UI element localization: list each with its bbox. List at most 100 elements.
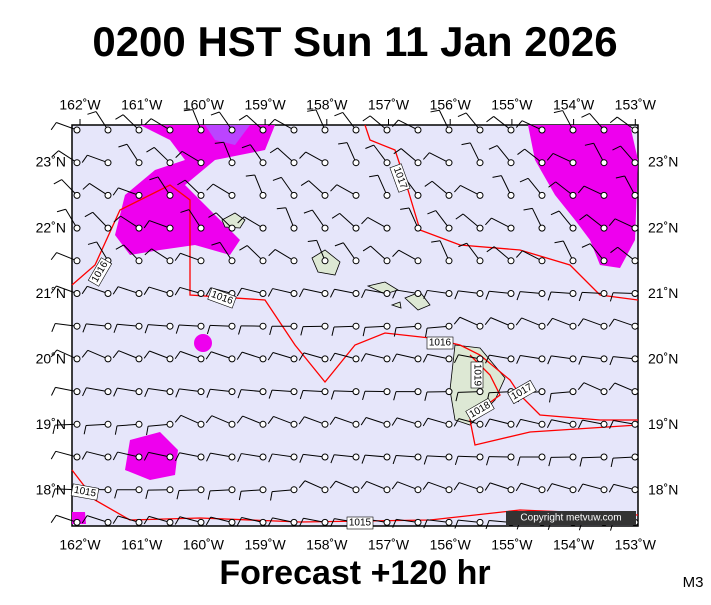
station xyxy=(601,192,607,198)
lat-label-left: 18˚N xyxy=(36,482,66,498)
station xyxy=(198,519,204,525)
station xyxy=(477,454,483,460)
station xyxy=(415,421,421,427)
station xyxy=(446,323,452,329)
station xyxy=(632,192,638,198)
isobar-label-text: 1016 xyxy=(429,338,452,349)
station xyxy=(167,454,173,460)
lon-label-bottom: 158˚W xyxy=(306,537,348,553)
station xyxy=(353,323,359,329)
station xyxy=(198,323,204,329)
lat-label-right: 18˚N xyxy=(648,482,678,498)
lon-label-top: 155˚W xyxy=(491,97,533,113)
station xyxy=(198,258,204,264)
lat-label-left: 19˚N xyxy=(36,416,66,432)
station xyxy=(136,389,142,395)
station xyxy=(353,454,359,460)
station xyxy=(353,291,359,297)
station xyxy=(198,225,204,231)
station xyxy=(477,389,483,395)
station xyxy=(446,127,452,133)
lon-label-bottom: 162˚W xyxy=(59,537,101,553)
station xyxy=(539,258,545,264)
station xyxy=(446,519,452,525)
station xyxy=(198,160,204,166)
station xyxy=(415,519,421,525)
barb-flag xyxy=(115,115,123,120)
station xyxy=(477,323,483,329)
station xyxy=(105,389,111,395)
station xyxy=(198,421,204,427)
lon-label-top: 160˚W xyxy=(183,97,225,113)
lat-label-right: 22˚N xyxy=(648,219,678,235)
station xyxy=(570,291,576,297)
station xyxy=(570,127,576,133)
station xyxy=(136,519,142,525)
lat-label-right: 20˚N xyxy=(648,351,678,367)
station xyxy=(632,421,638,427)
station xyxy=(229,487,235,493)
station xyxy=(446,192,452,198)
station xyxy=(570,389,576,395)
station xyxy=(477,356,483,362)
station xyxy=(74,160,80,166)
station xyxy=(167,291,173,297)
station xyxy=(601,454,607,460)
station xyxy=(601,356,607,362)
station xyxy=(322,192,328,198)
isobar-label: 1015 xyxy=(347,517,373,529)
lon-label-bottom: 154˚W xyxy=(553,537,595,553)
copyright: Copyright metvuw.com xyxy=(520,513,621,524)
station xyxy=(291,421,297,427)
station xyxy=(167,323,173,329)
station xyxy=(601,291,607,297)
station xyxy=(260,421,266,427)
station xyxy=(136,160,142,166)
station xyxy=(198,127,204,133)
station xyxy=(105,454,111,460)
station xyxy=(539,356,545,362)
station xyxy=(322,225,328,231)
barb-flag xyxy=(52,324,55,332)
station xyxy=(74,356,80,362)
station xyxy=(384,356,390,362)
barb-flag xyxy=(51,515,56,522)
forecast-label: Forecast +120 hr xyxy=(219,554,490,592)
station xyxy=(632,323,638,329)
station xyxy=(415,291,421,297)
barb-flag xyxy=(51,451,56,459)
station xyxy=(291,487,297,493)
station xyxy=(260,323,266,329)
barb-flag xyxy=(51,253,56,260)
station xyxy=(260,291,266,297)
lon-label-bottom: 156˚W xyxy=(430,537,472,553)
station xyxy=(74,421,80,427)
model-label: M3 xyxy=(683,574,704,591)
station xyxy=(198,291,204,297)
station xyxy=(601,421,607,427)
barb-flag xyxy=(239,115,247,120)
station xyxy=(570,225,576,231)
station xyxy=(415,389,421,395)
station xyxy=(291,192,297,198)
lon-label-top: 157˚W xyxy=(368,97,410,113)
barb-flag xyxy=(334,112,342,115)
station xyxy=(570,454,576,460)
lon-label-bottom: 153˚W xyxy=(615,537,657,553)
station xyxy=(477,192,483,198)
lat-label-left: 20˚N xyxy=(36,351,66,367)
barb-flag xyxy=(486,116,493,121)
station xyxy=(353,127,359,133)
station xyxy=(74,192,80,198)
station xyxy=(105,160,111,166)
station xyxy=(260,225,266,231)
station xyxy=(291,454,297,460)
station xyxy=(229,389,235,395)
station xyxy=(601,127,607,133)
station xyxy=(291,356,297,362)
station xyxy=(291,519,297,525)
station xyxy=(539,389,545,395)
station xyxy=(508,421,514,427)
station xyxy=(632,356,638,362)
station xyxy=(322,323,328,329)
